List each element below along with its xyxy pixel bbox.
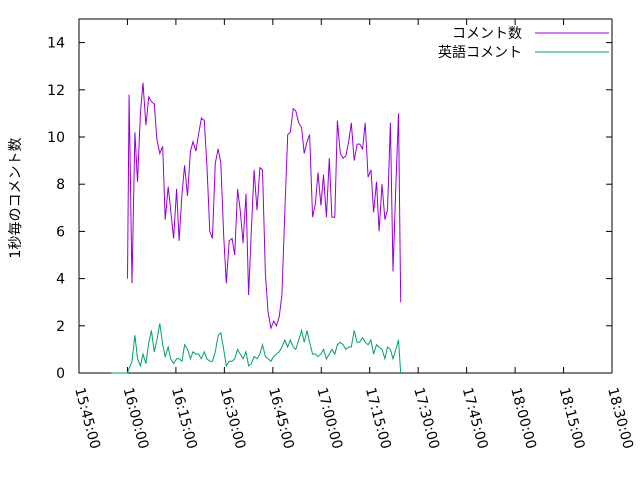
y-tick-label: 0 [56, 366, 65, 382]
legend-label-2: 英語コメント [438, 44, 522, 61]
y-tick-label: 10 [47, 130, 65, 146]
y-tick-label: 6 [56, 224, 65, 240]
y-tick-label: 4 [56, 272, 65, 288]
y-tick-label: 14 [47, 36, 65, 52]
y-tick-label: 8 [56, 177, 65, 193]
y-tick-label: 2 [56, 319, 65, 335]
y-axis-label: 1秒毎のコメント数 [8, 138, 24, 259]
legend-label-1: コメント数 [452, 26, 522, 42]
y-tick-label: 12 [47, 83, 65, 99]
